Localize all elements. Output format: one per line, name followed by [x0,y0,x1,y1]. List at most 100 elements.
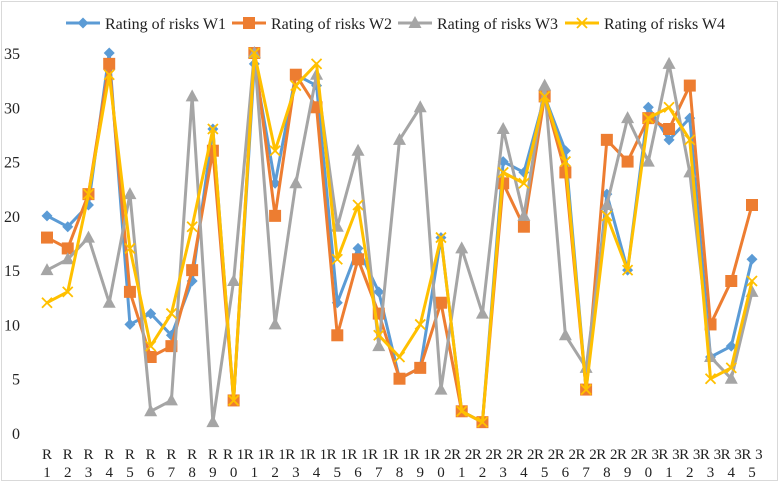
data-point [746,199,758,211]
data-point [227,274,241,286]
x-axis: R 1R 2R 3R 4R 5R 6R 7R 8R 9R 1 0R 1 1R 1 2R 1 3R 1 4R … [42,447,763,481]
data-point [61,242,74,255]
data-point [372,339,386,352]
y-tick-label: 25 [4,155,20,172]
data-point [600,198,614,210]
data-point [684,134,696,146]
data-point [393,351,406,363]
data-point [539,90,551,103]
data-point [81,230,95,243]
data-point [558,328,572,341]
data-point [164,393,178,406]
data-point [724,371,738,384]
data-point [62,221,74,233]
data-point [144,404,158,417]
data-point [289,68,302,81]
data-point [393,372,406,385]
data-point [517,208,531,221]
data-point [103,57,116,70]
data-point [102,295,116,308]
y-tick-label: 35 [4,46,20,63]
data-point [725,275,738,287]
data-point [185,89,199,102]
series-w1 [41,47,758,428]
y-tick-label: 30 [4,100,20,117]
data-point [559,155,572,168]
data-point [227,394,240,407]
data-point [663,134,675,146]
data-point [269,209,282,222]
legend-marker [408,16,422,28]
series-w3 [40,46,759,428]
legend-item-w2: Rating of risks W2 [232,16,392,33]
legend-item-w3: Rating of risks W3 [398,16,558,33]
data-point [123,187,137,200]
data-point [331,329,344,342]
data-point [373,329,385,341]
data-point [123,285,136,298]
data-point [269,145,281,157]
data-point [352,242,364,254]
legend-item-w1: Rating of risks W1 [66,16,226,33]
data-point [497,166,509,179]
legend-marker [243,17,255,29]
data-point [144,351,157,363]
data-point [580,383,592,396]
data-point [186,221,198,233]
data-point [621,155,634,168]
data-point [207,123,219,135]
data-point [145,340,157,352]
data-point [663,123,676,135]
data-point [456,405,468,417]
data-point [517,220,530,233]
data-point [642,112,654,124]
data-point [683,79,696,92]
data-point [351,143,365,156]
legend-label: Rating of risks W3 [437,16,558,33]
data-point [642,101,654,113]
data-point [475,306,489,319]
y-tick-label: 5 [12,372,20,389]
data-point [352,253,365,266]
data-point [704,373,717,385]
data-point [434,382,448,395]
data-point [124,242,136,255]
y-tick-label: 20 [4,209,20,226]
data-point [600,133,613,146]
data-point [641,154,655,167]
data-point [310,58,323,70]
data-point [248,47,260,59]
data-point [476,416,489,428]
data-point [746,275,758,287]
data-point [496,122,510,134]
data-point [725,340,737,352]
legend-marker [576,17,588,29]
data-point [124,318,136,330]
legend-marker [77,17,89,29]
data-point [413,100,427,113]
data-point [393,132,406,145]
data-point [206,415,220,428]
data-point [704,350,718,362]
data-point [82,188,95,200]
